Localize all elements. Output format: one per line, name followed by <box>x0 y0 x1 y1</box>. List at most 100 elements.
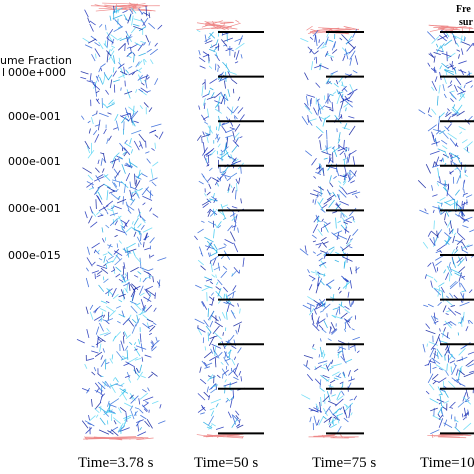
velocity-vector <box>233 266 240 274</box>
velocity-vector <box>138 311 147 316</box>
velocity-vector <box>455 77 462 86</box>
velocity-vector <box>201 286 210 292</box>
velocity-vector <box>333 175 337 180</box>
velocity-vector <box>460 68 465 76</box>
velocity-vector <box>86 182 94 188</box>
velocity-vector <box>320 236 327 242</box>
velocity-vector <box>312 347 316 350</box>
velocity-vector <box>90 221 98 228</box>
velocity-vector <box>348 91 354 100</box>
velocity-vector <box>136 367 139 372</box>
velocity-vector <box>123 282 130 287</box>
velocity-vector <box>201 220 205 223</box>
velocity-vector <box>213 332 222 340</box>
velocity-vector <box>317 228 323 236</box>
velocity-vector <box>229 172 238 178</box>
velocity-vector <box>223 383 231 387</box>
velocity-vector <box>467 115 473 122</box>
surface-vector <box>428 24 442 27</box>
velocity-vector <box>460 48 464 55</box>
velocity-vector <box>121 391 128 401</box>
velocity-vector <box>210 388 217 394</box>
velocity-vector <box>99 332 109 336</box>
velocity-vector <box>204 37 211 43</box>
velocity-vector <box>97 214 104 218</box>
velocity-vector <box>237 96 241 101</box>
velocity-vector <box>208 90 211 95</box>
velocity-vector <box>89 304 94 311</box>
velocity-vector <box>132 23 140 27</box>
velocity-vector <box>209 198 218 202</box>
velocity-vector <box>106 186 116 192</box>
velocity-vector <box>85 277 90 288</box>
velocity-vector <box>345 107 347 112</box>
velocity-vector <box>199 65 206 69</box>
velocity-vector <box>133 342 137 346</box>
velocity-vector <box>350 301 353 308</box>
velocity-vector <box>444 400 449 404</box>
velocity-vector <box>203 391 210 398</box>
velocity-vector <box>463 372 474 378</box>
velocity-vector <box>427 262 432 267</box>
velocity-vector <box>217 262 220 271</box>
velocity-vector <box>97 191 103 200</box>
velocity-vector <box>99 322 104 332</box>
velocity-vector <box>105 89 110 95</box>
velocity-vector <box>108 99 114 105</box>
velocity-vector <box>94 408 100 414</box>
velocity-vector <box>210 348 214 354</box>
velocity-vector <box>456 200 458 210</box>
velocity-vector <box>435 156 440 167</box>
velocity-vector <box>232 292 235 299</box>
velocity-vector <box>208 415 215 426</box>
velocity-vector <box>112 253 119 263</box>
velocity-vector <box>325 95 331 104</box>
velocity-vector <box>223 243 227 246</box>
velocity-vector <box>309 416 312 423</box>
velocity-vector <box>451 66 456 70</box>
velocity-vector <box>91 117 94 125</box>
velocity-vector <box>445 111 452 118</box>
velocity-vector <box>328 385 334 388</box>
velocity-vector <box>239 114 245 122</box>
velocity-vector <box>326 32 329 38</box>
velocity-vector <box>301 116 309 126</box>
velocity-vector <box>332 91 337 95</box>
velocity-vector <box>106 287 114 296</box>
velocity-vector <box>316 419 320 426</box>
velocity-vector <box>215 209 225 216</box>
velocity-vector <box>143 58 147 63</box>
velocity-vector <box>127 209 132 214</box>
velocity-vector <box>122 389 127 395</box>
velocity-vector <box>103 314 105 318</box>
velocity-vector <box>300 38 309 43</box>
velocity-vector <box>138 26 147 32</box>
velocity-vector <box>148 274 151 280</box>
velocity-vector <box>323 407 328 416</box>
velocity-vector <box>130 26 137 34</box>
velocity-vector <box>315 35 318 46</box>
velocity-vector <box>462 201 469 206</box>
velocity-vector <box>338 346 347 350</box>
velocity-vector <box>121 355 127 359</box>
velocity-vector <box>200 404 204 409</box>
velocity-vector <box>122 276 127 281</box>
velocity-vector <box>312 344 315 348</box>
velocity-vector <box>433 55 436 63</box>
velocity-vector <box>457 85 465 93</box>
velocity-vector <box>99 417 106 426</box>
velocity-vector <box>103 183 111 189</box>
velocity-vector <box>469 370 474 373</box>
velocity-vector <box>450 305 455 307</box>
velocity-vector <box>122 151 127 155</box>
velocity-vector <box>120 289 126 299</box>
velocity-vector <box>319 379 322 388</box>
velocity-vector <box>431 80 437 91</box>
velocity-vector <box>114 258 123 266</box>
velocity-vector <box>211 343 222 349</box>
velocity-vector <box>123 331 128 337</box>
velocity-vector <box>328 246 335 251</box>
velocity-vector <box>105 224 110 229</box>
velocity-vector <box>207 252 211 258</box>
velocity-vector <box>217 288 222 297</box>
